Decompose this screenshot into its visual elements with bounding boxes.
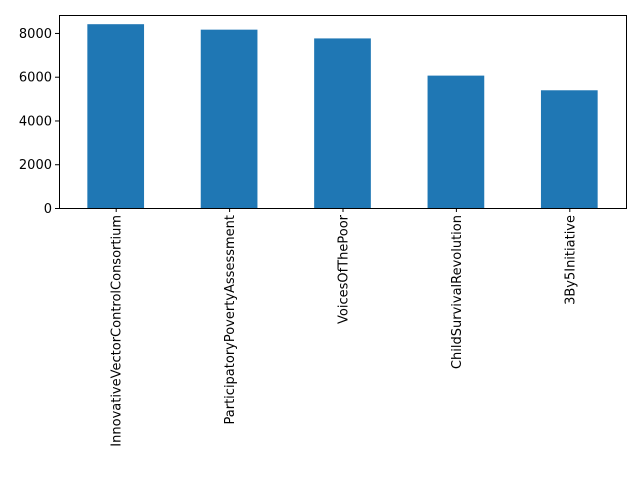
bar-2 bbox=[314, 38, 371, 208]
bar-4 bbox=[540, 90, 598, 208]
bar-1 bbox=[200, 29, 258, 209]
y-tick-label: 8000 bbox=[19, 27, 52, 42]
y-tick-label: 4000 bbox=[19, 114, 52, 129]
x-tick-label: 3By5Initiative bbox=[563, 215, 578, 305]
x-tick-label: ChildSurvivalRevolution bbox=[450, 215, 465, 369]
x-axis: InnovativeVectorControlConsortium Partici… bbox=[110, 208, 578, 447]
y-tick-label: 6000 bbox=[19, 71, 52, 86]
y-tick-label: 2000 bbox=[19, 158, 52, 173]
bar-3 bbox=[427, 75, 485, 209]
bars-group bbox=[87, 24, 598, 209]
x-tick-label: ParticipatoryPovertyAssessment bbox=[223, 215, 238, 424]
y-tick-label: 0 bbox=[44, 202, 52, 217]
y-axis: 0 2000 4000 6000 8000 bbox=[19, 27, 59, 217]
x-tick-label: VoicesOfThePoor bbox=[337, 214, 352, 324]
x-tick-label: InnovativeVectorControlConsortium bbox=[110, 215, 125, 447]
plot-frame bbox=[59, 15, 627, 209]
bar-0 bbox=[87, 24, 145, 208]
